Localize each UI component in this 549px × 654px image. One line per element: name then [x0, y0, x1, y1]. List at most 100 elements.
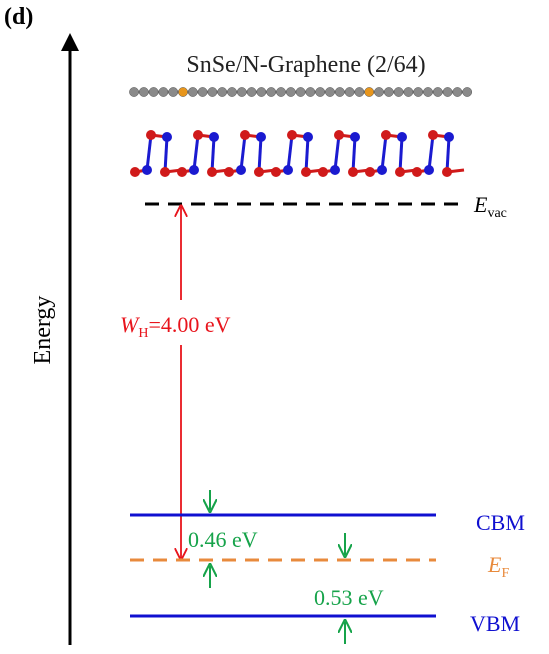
- axis-label: Energy: [30, 296, 56, 365]
- atom: [187, 87, 198, 97]
- atom: [364, 87, 375, 97]
- atom: [444, 132, 454, 142]
- atom: [377, 165, 387, 175]
- subscript: H: [138, 326, 148, 341]
- atom: [303, 132, 313, 142]
- atom: [130, 167, 140, 177]
- bond: [304, 136, 310, 173]
- atom: [348, 167, 358, 177]
- atom: [209, 132, 219, 142]
- bond: [380, 134, 388, 171]
- atom: [424, 165, 434, 175]
- atom: [168, 87, 179, 97]
- vacuum-level-label: Evac: [473, 192, 507, 221]
- atom: [162, 132, 172, 142]
- atom: [334, 87, 345, 97]
- bond: [398, 136, 404, 173]
- atom: [148, 87, 159, 97]
- atom: [146, 130, 156, 140]
- work-function-label: WH=4.00 eV: [120, 312, 231, 341]
- atom: [266, 87, 277, 97]
- bond: [427, 134, 435, 171]
- atom: [138, 87, 149, 97]
- panel-label: (d): [4, 4, 33, 30]
- atom: [158, 87, 169, 97]
- atom: [395, 167, 405, 177]
- symbol: E: [487, 552, 502, 577]
- atom: [393, 87, 404, 97]
- gap-label: 0.53 eV: [314, 585, 384, 610]
- atom: [423, 87, 433, 97]
- bond: [210, 136, 216, 173]
- atom: [452, 87, 463, 97]
- cbm-label: CBM: [476, 510, 525, 535]
- atom: [197, 87, 208, 97]
- atom: [217, 87, 228, 97]
- atom: [254, 167, 264, 177]
- atom: [350, 132, 360, 142]
- atom: [330, 165, 340, 175]
- atom: [334, 130, 344, 140]
- atom: [236, 165, 246, 175]
- symbol: W: [120, 312, 140, 337]
- atom: [295, 87, 306, 97]
- bond: [145, 134, 153, 171]
- gap-label: 0.46 eV: [188, 527, 258, 552]
- bond: [192, 134, 200, 171]
- atom: [305, 87, 316, 97]
- atom: [246, 87, 257, 97]
- atom: [207, 167, 217, 177]
- bond: [239, 134, 247, 171]
- atom: [207, 87, 218, 97]
- snse-layer: [130, 130, 465, 177]
- atom: [227, 87, 237, 97]
- atom: [365, 167, 375, 177]
- atom: [240, 130, 250, 140]
- atom: [344, 87, 355, 97]
- atom: [301, 167, 311, 177]
- atom: [318, 167, 328, 177]
- atom: [432, 87, 443, 97]
- fermi-level-label: EF: [487, 552, 509, 581]
- atom: [193, 130, 203, 140]
- subscript: vac: [487, 206, 506, 221]
- bond: [351, 136, 357, 173]
- subscript: F: [501, 566, 509, 581]
- atom: [403, 87, 414, 97]
- atom: [287, 130, 297, 140]
- title: SnSe/N-Graphene (2/64): [186, 52, 425, 78]
- vbm-label: VBM: [470, 611, 520, 636]
- atom: [412, 167, 422, 177]
- atom: [236, 87, 247, 97]
- atom: [224, 167, 234, 177]
- graphene-layer: [129, 87, 473, 97]
- atom: [381, 130, 391, 140]
- atom: [177, 167, 187, 177]
- symbol: E: [473, 192, 488, 217]
- atom: [442, 167, 452, 177]
- atom: [428, 130, 438, 140]
- atom: [383, 87, 394, 97]
- atom: [413, 87, 424, 97]
- atom: [256, 132, 266, 142]
- atom: [276, 87, 286, 97]
- atom: [325, 87, 335, 97]
- atom: [285, 87, 296, 97]
- atom: [160, 167, 170, 177]
- atom: [283, 165, 293, 175]
- bond: [333, 134, 341, 171]
- atom: [129, 87, 139, 97]
- atom: [397, 132, 407, 142]
- bond: [257, 136, 263, 173]
- atom: [374, 87, 384, 97]
- atom: [315, 87, 326, 97]
- atom: [189, 165, 199, 175]
- atom: [271, 167, 281, 177]
- value: =4.00 eV: [148, 312, 230, 337]
- atom: [442, 87, 453, 97]
- bond: [445, 136, 451, 173]
- atom: [178, 87, 188, 97]
- atom: [256, 87, 267, 97]
- bond: [163, 136, 169, 173]
